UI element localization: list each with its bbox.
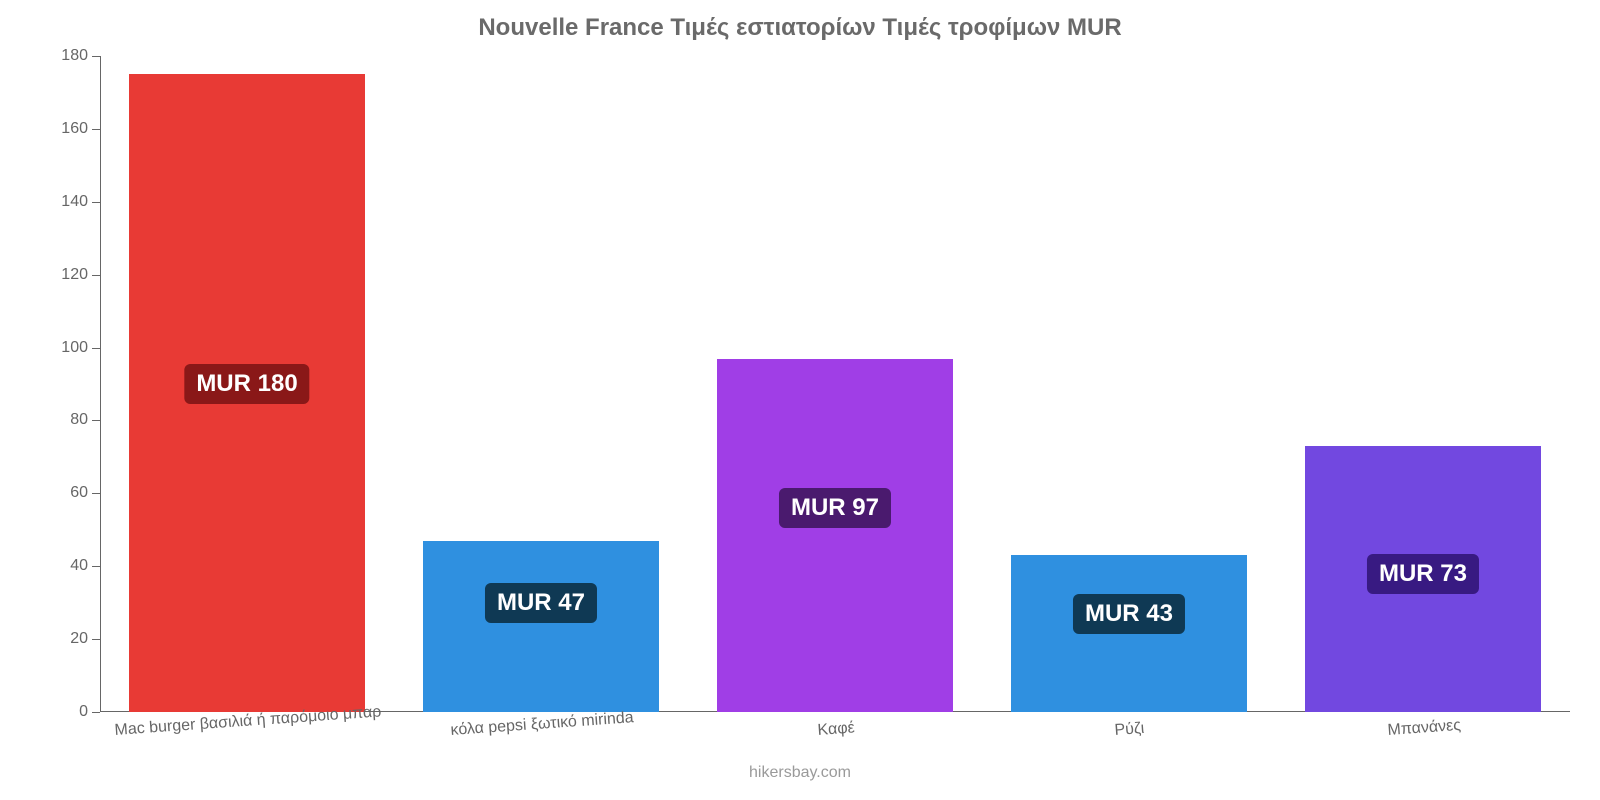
y-tick-label: 180 [61, 47, 88, 65]
x-tick-label: κόλα pepsi ξωτικό mirinda [450, 709, 634, 740]
y-tick [92, 129, 100, 130]
y-tick [92, 566, 100, 567]
x-tick-label: Ρύζι [1114, 720, 1145, 740]
y-tick-label: 0 [79, 703, 88, 721]
y-tick-label: 20 [70, 630, 88, 648]
bar-value-label: MUR 180 [184, 364, 309, 404]
y-tick [92, 56, 100, 57]
y-axis-line [100, 56, 101, 712]
chart-title: Nouvelle France Τιμές εστιατορίων Τιμές … [0, 14, 1600, 42]
bar-value-label: MUR 73 [1367, 554, 1479, 594]
bar-value-label: MUR 43 [1073, 594, 1185, 634]
x-tick-label: Μπανάνες [1387, 717, 1462, 740]
y-tick-label: 120 [61, 266, 88, 284]
y-tick-label: 100 [61, 339, 88, 357]
y-tick [92, 420, 100, 421]
bar-value-label: MUR 97 [779, 488, 891, 528]
bar [1011, 555, 1246, 712]
y-tick [92, 712, 100, 713]
y-tick [92, 348, 100, 349]
y-tick-label: 60 [70, 484, 88, 502]
plot-area: 020406080100120140160180MUR 180Mac burge… [100, 56, 1570, 712]
y-tick [92, 275, 100, 276]
y-tick [92, 202, 100, 203]
bar [717, 359, 952, 713]
y-tick-label: 80 [70, 411, 88, 429]
y-tick-label: 40 [70, 557, 88, 575]
price-bar-chart: Nouvelle France Τιμές εστιατορίων Τιμές … [0, 0, 1600, 800]
y-tick [92, 493, 100, 494]
bar [423, 541, 658, 712]
x-tick-label: Καφέ [817, 719, 855, 740]
y-tick [92, 639, 100, 640]
y-tick-label: 140 [61, 193, 88, 211]
attribution-text: hikersbay.com [0, 764, 1600, 782]
bar-value-label: MUR 47 [485, 583, 597, 623]
y-tick-label: 160 [61, 120, 88, 138]
